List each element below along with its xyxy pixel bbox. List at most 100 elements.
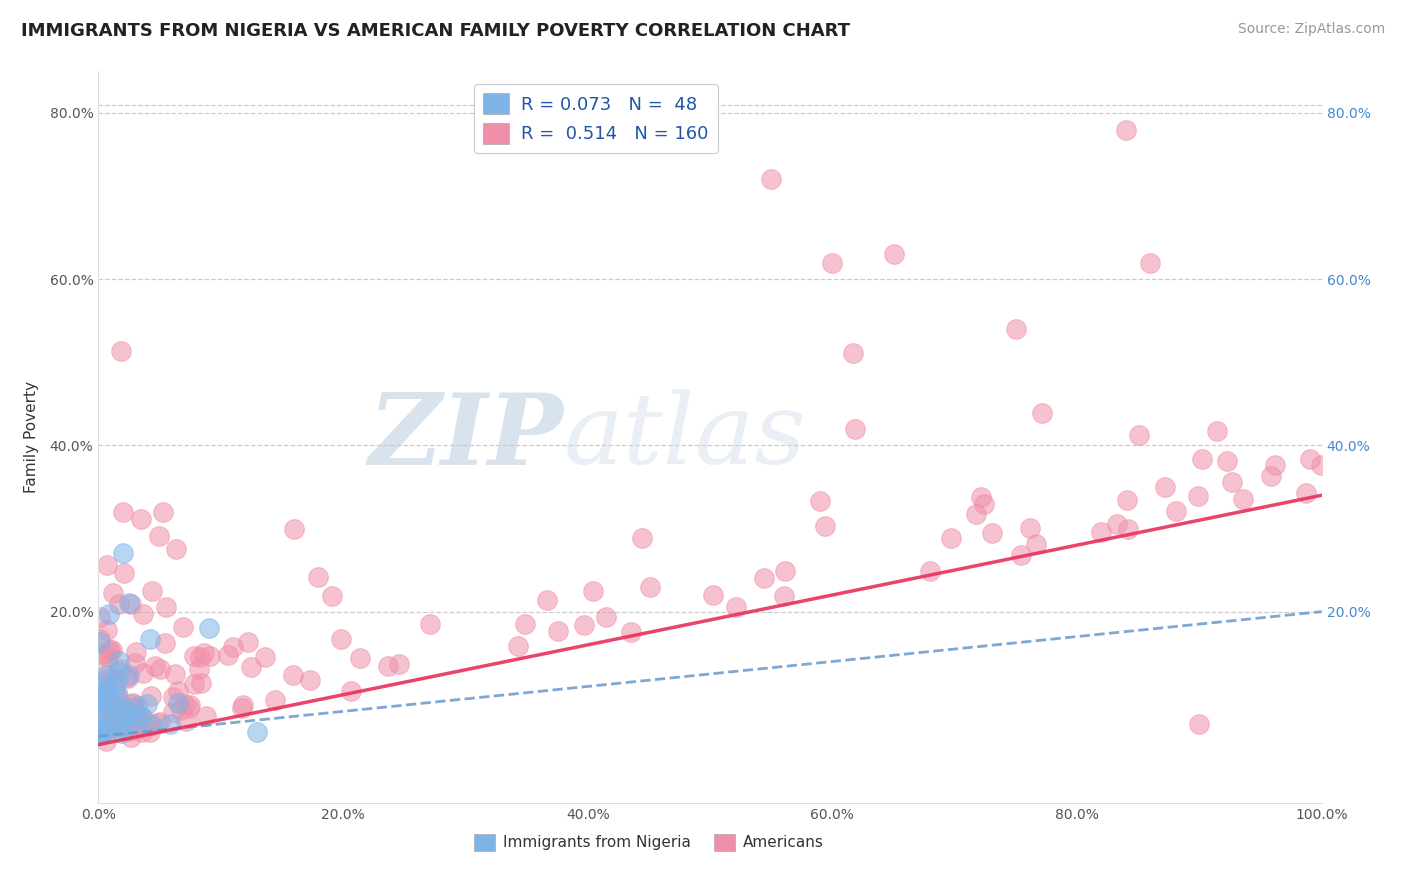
Point <box>165 667 187 681</box>
Point <box>814 519 837 533</box>
Point <box>143 658 166 673</box>
Point <box>253 649 276 664</box>
Point <box>155 636 177 650</box>
Point <box>103 713 125 727</box>
Point <box>108 719 131 733</box>
Point <box>761 172 783 186</box>
Point <box>1128 427 1150 442</box>
Point <box>1139 255 1161 269</box>
Point <box>162 690 184 704</box>
Point <box>108 695 131 709</box>
Point <box>1299 452 1322 467</box>
Point <box>170 703 193 717</box>
Point <box>91 692 114 706</box>
Point <box>145 715 167 730</box>
Point <box>131 716 153 731</box>
Point <box>100 721 122 735</box>
Point <box>125 709 148 723</box>
Point <box>100 673 122 688</box>
Point <box>198 649 221 664</box>
Point <box>91 727 114 741</box>
Point <box>89 704 111 718</box>
Point <box>117 671 139 685</box>
Point <box>124 656 146 670</box>
Point <box>981 526 1004 541</box>
Point <box>965 507 987 521</box>
Point <box>115 707 138 722</box>
Point <box>307 570 329 584</box>
Text: Source: ZipAtlas.com: Source: ZipAtlas.com <box>1237 22 1385 37</box>
Point <box>1025 537 1047 551</box>
Point <box>174 714 197 728</box>
Point <box>98 715 121 730</box>
Point <box>94 734 117 748</box>
Point <box>1164 504 1187 518</box>
Point <box>103 681 125 695</box>
Point <box>93 677 115 691</box>
Point <box>179 698 201 712</box>
Point <box>183 649 205 664</box>
Point <box>103 720 125 734</box>
Point <box>111 546 134 560</box>
Point <box>340 684 363 698</box>
Point <box>136 697 159 711</box>
Point <box>1310 458 1333 472</box>
Point <box>97 645 120 659</box>
Point <box>100 718 122 732</box>
Point <box>125 645 148 659</box>
Point <box>107 689 129 703</box>
Point <box>110 662 132 676</box>
Point <box>419 617 441 632</box>
Point <box>96 714 118 729</box>
Point <box>114 670 136 684</box>
Point <box>138 716 160 731</box>
Point <box>1115 122 1137 136</box>
Point <box>620 624 643 639</box>
Point <box>105 686 128 700</box>
Point <box>111 505 134 519</box>
Point <box>127 698 149 713</box>
Point <box>120 723 142 738</box>
Point <box>240 660 263 674</box>
Point <box>96 694 118 708</box>
Point <box>122 701 145 715</box>
Point <box>89 610 111 624</box>
Point <box>100 642 122 657</box>
Point <box>100 716 122 731</box>
Point <box>105 673 128 688</box>
Point <box>1154 480 1177 494</box>
Point <box>139 632 162 646</box>
Point <box>96 684 118 698</box>
Point <box>96 673 118 687</box>
Point <box>132 607 155 622</box>
Point <box>1191 451 1213 466</box>
Point <box>98 709 121 723</box>
Point <box>973 497 995 511</box>
Point <box>112 698 135 713</box>
Point <box>124 715 146 730</box>
Point <box>920 564 942 578</box>
Point <box>217 648 239 662</box>
Point <box>283 668 305 682</box>
Point <box>118 668 141 682</box>
Point <box>165 542 187 557</box>
Point <box>89 725 111 739</box>
Point <box>89 728 111 742</box>
Point <box>120 597 142 611</box>
Point <box>1260 469 1282 483</box>
Point <box>141 718 163 732</box>
Point <box>152 505 174 519</box>
Point <box>131 725 153 739</box>
Point <box>1295 485 1317 500</box>
Point <box>93 694 115 708</box>
Point <box>105 707 128 722</box>
Point <box>89 721 111 735</box>
Point <box>89 632 111 646</box>
Point <box>103 586 125 600</box>
Point <box>232 698 254 712</box>
Point <box>141 689 163 703</box>
Y-axis label: Family Poverty: Family Poverty <box>24 381 38 493</box>
Point <box>166 697 188 711</box>
Point <box>513 617 536 632</box>
Point <box>547 624 569 638</box>
